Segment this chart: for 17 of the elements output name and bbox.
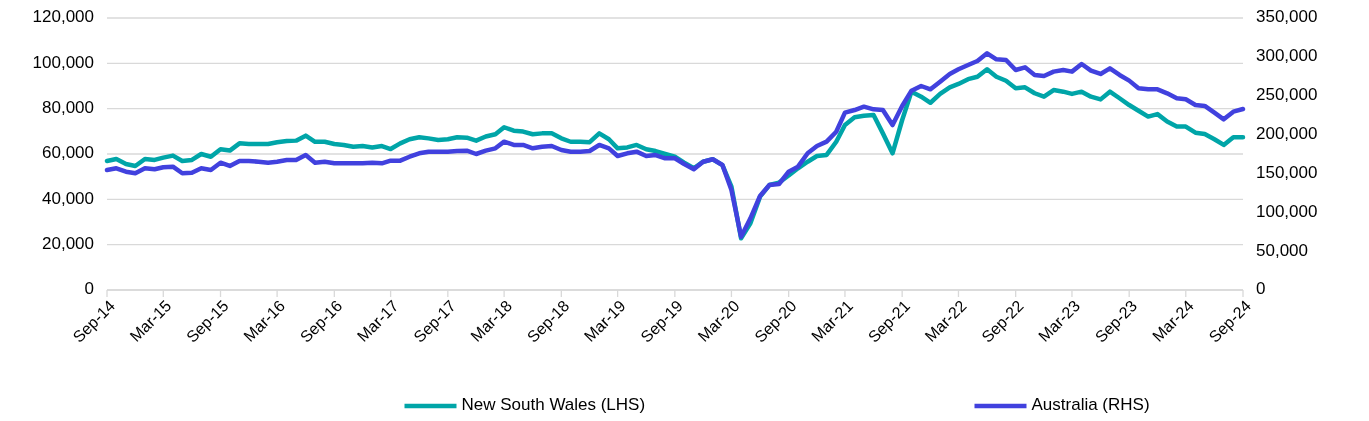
- y-tick-label: 60,000: [42, 143, 94, 163]
- y2-tick-label: 150,000: [1256, 162, 1318, 182]
- y2-tick-label: 350,000: [1256, 7, 1318, 27]
- y2-tick-label: 200,000: [1256, 124, 1318, 144]
- y-tick-label: 0: [84, 279, 94, 299]
- y-tick-label: 80,000: [42, 98, 94, 118]
- y-tick-label: 120,000: [32, 7, 94, 27]
- y-tick-label: 20,000: [42, 234, 94, 254]
- legend-label: Australia (RHS): [1031, 395, 1150, 415]
- legend-label: New South Wales (LHS): [461, 395, 646, 415]
- y-tick-label: 40,000: [42, 188, 94, 208]
- y2-tick-label: 50,000: [1256, 240, 1308, 260]
- y2-tick-label: 300,000: [1256, 46, 1318, 66]
- y2-tick-label: 100,000: [1256, 201, 1318, 221]
- y2-tick-label: 250,000: [1256, 85, 1318, 105]
- y2-tick-label: 0: [1256, 279, 1266, 299]
- y-tick-label: 100,000: [32, 52, 94, 72]
